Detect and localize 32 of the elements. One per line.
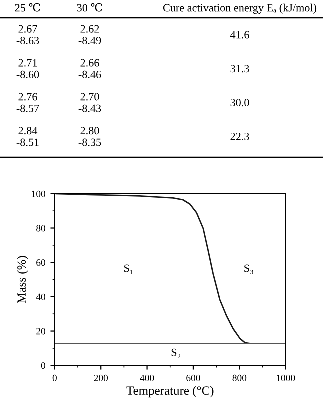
text: 2.62 -8.49: [78, 25, 102, 45]
y-tick-label: 40: [36, 294, 46, 300]
text: 2.80 -8.35: [78, 127, 102, 146]
x-axis-title: Temperature (°C): [126, 386, 214, 398]
x-tick-label: 1000: [276, 374, 296, 382]
category-label: 25 ℃: [15, 3, 40, 12]
annotation: S₁: [124, 264, 134, 274]
x-tick-label: 800: [232, 374, 247, 382]
text: 2.66 -8.46: [78, 59, 102, 78]
category-label: Cure activation energy Eₐ (kJ/mol): [163, 4, 317, 14]
annotation: S₂: [172, 348, 181, 359]
y-tick-label: 0: [41, 362, 46, 370]
text: 2.67 -8.63: [16, 25, 40, 45]
text: 22.3: [230, 132, 250, 140]
y-tick-label: 80: [36, 225, 46, 232]
text: 2.76 -8.57: [16, 93, 40, 112]
x-tick-label: 600: [186, 374, 200, 382]
y-tick-label: 60: [36, 260, 46, 266]
text: 2.70 -8.43: [78, 93, 102, 112]
text: 41.6: [230, 31, 250, 39]
category-label: 30 ℃: [77, 3, 102, 12]
annotation: S₃: [244, 264, 254, 274]
x-tick-label: 200: [94, 374, 108, 382]
y-tick-label: 100: [32, 190, 46, 198]
x-tick-label: 400: [140, 374, 154, 382]
x-tick-label: 0: [52, 374, 57, 382]
text: 30.0: [230, 99, 250, 107]
y-tick-label: 20: [36, 328, 46, 335]
text: 2.84 -8.51: [16, 127, 39, 146]
text: 31.3: [230, 65, 250, 73]
text: 2.71 -8.60: [16, 59, 40, 78]
y-axis-title: Mass (%): [17, 256, 29, 304]
